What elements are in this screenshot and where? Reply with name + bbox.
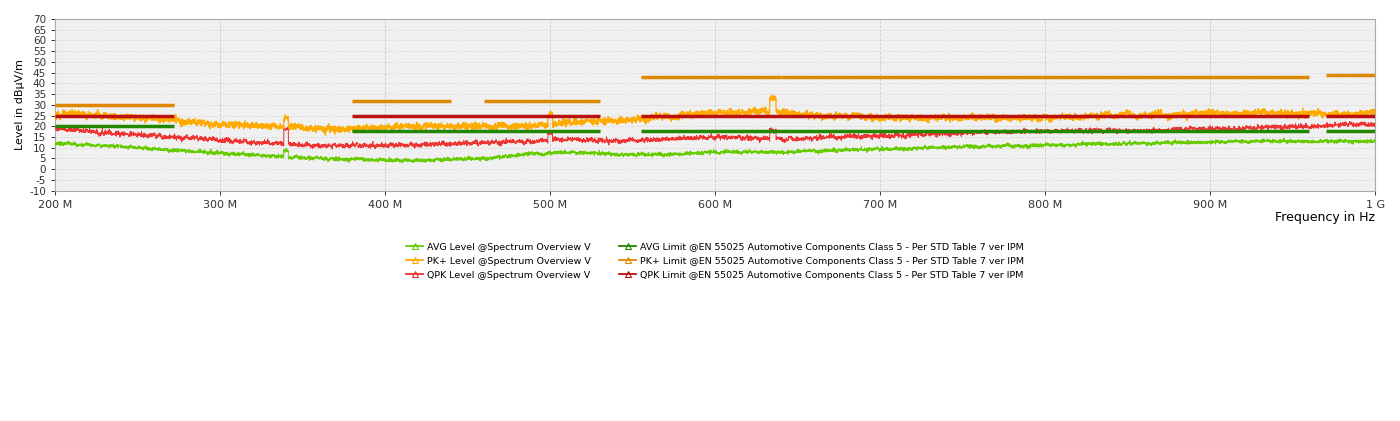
Legend: AVG Level @Spectrum Overview V, PK+ Level @Spectrum Overview V, QPK Level @Spect: AVG Level @Spectrum Overview V, PK+ Leve… (403, 238, 1028, 284)
Y-axis label: Level in dBµV/m: Level in dBµV/m (15, 59, 25, 150)
X-axis label: Frequency in Hz: Frequency in Hz (1275, 211, 1375, 224)
